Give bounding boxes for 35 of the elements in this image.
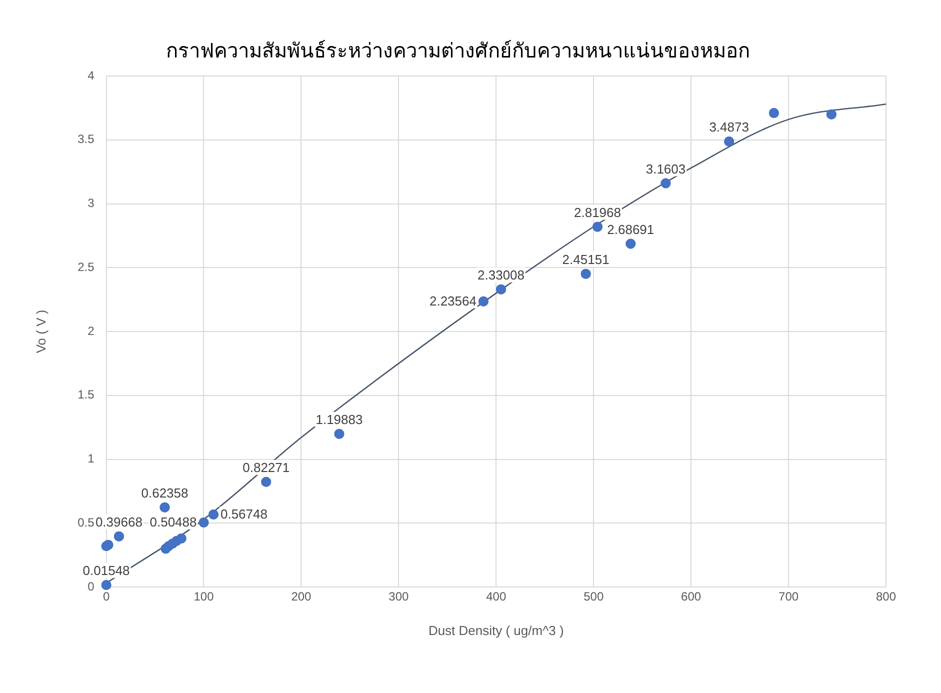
- chart-title: กราฟความสัมพันธ์ระหว่างความต่างศักย์กับความหนาแน่นของหมอก: [166, 40, 750, 63]
- y-tick-label: 3.5: [78, 132, 95, 146]
- y-tick-label: 2: [88, 324, 95, 338]
- x-tick-label: 300: [388, 590, 410, 604]
- x-axis-title: Dust Density ( ug/m^3 ): [428, 622, 564, 638]
- y-tick-label: 0: [88, 579, 95, 594]
- data-label: 2.81968: [574, 204, 622, 220]
- x-tick-label: 800: [876, 590, 896, 604]
- x-tick-label: 100: [194, 590, 214, 604]
- data-label: 2.68691: [607, 222, 654, 237]
- data-label: 3.1603: [646, 161, 686, 176]
- y-tick-label: 2.5: [78, 260, 95, 274]
- data-label: 3.4873: [709, 120, 749, 135]
- data-label: 0.62358: [141, 485, 188, 500]
- y-axis-title: Vo ( V ): [33, 310, 48, 354]
- data-label: 2.33008: [478, 267, 525, 282]
- x-tick-label: 600: [681, 590, 702, 604]
- x-tick-label: 400: [486, 590, 506, 604]
- data-label: 1.19883: [316, 412, 363, 427]
- data-label: 2.45151: [562, 252, 610, 267]
- x-tick-label: 700: [778, 590, 799, 604]
- x-tick-label: 0: [102, 590, 110, 604]
- y-tick-label: 4: [88, 68, 95, 82]
- x-tick-label: 500: [584, 590, 604, 604]
- y-tick-label: 3: [88, 196, 95, 210]
- y-tick-label: 1: [88, 452, 95, 466]
- y-tick-label: 1.5: [78, 388, 95, 402]
- data-label: 0.50488: [150, 514, 197, 530]
- data-label: 0.82271: [242, 460, 290, 475]
- data-label: 0.01548: [82, 563, 130, 578]
- data-label: 2.23564: [429, 293, 476, 308]
- data-label: 0.39668: [95, 514, 142, 530]
- x-tick-label: 200: [291, 590, 312, 604]
- y-tick-label: 0.5: [78, 515, 95, 530]
- data-label: 0.56748: [220, 506, 268, 522]
